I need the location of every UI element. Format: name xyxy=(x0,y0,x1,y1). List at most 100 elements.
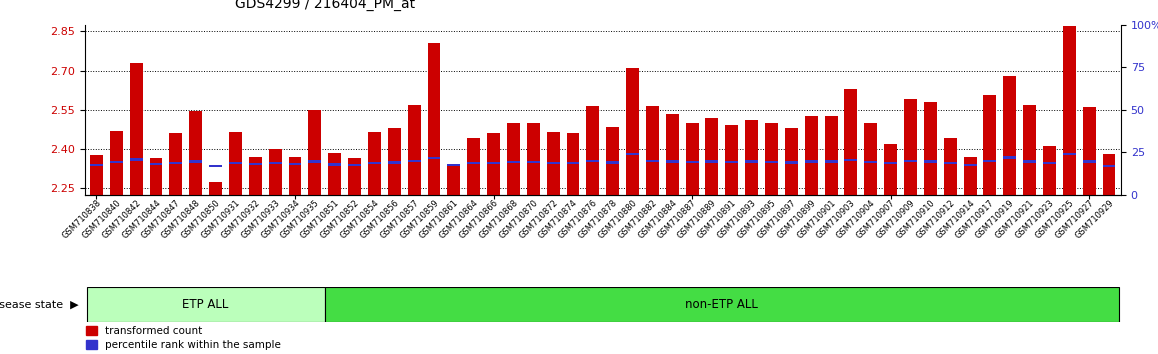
Text: GSM710912: GSM710912 xyxy=(915,198,957,240)
Text: GSM710921: GSM710921 xyxy=(994,198,1036,240)
Bar xyxy=(746,120,758,195)
Text: GSM710856: GSM710856 xyxy=(358,198,401,241)
Bar xyxy=(388,161,401,164)
Bar xyxy=(130,63,142,195)
Bar xyxy=(1024,104,1036,195)
Bar xyxy=(408,104,420,195)
Text: GSM710914: GSM710914 xyxy=(935,198,976,240)
Bar xyxy=(785,128,798,195)
Bar xyxy=(626,153,639,155)
Bar xyxy=(824,160,837,163)
Bar xyxy=(349,164,361,166)
Text: GSM710897: GSM710897 xyxy=(755,198,798,241)
Text: GSM710904: GSM710904 xyxy=(835,198,877,240)
Text: GSM710909: GSM710909 xyxy=(874,198,917,240)
Bar xyxy=(110,161,123,163)
Bar xyxy=(507,161,520,163)
Bar xyxy=(467,162,481,164)
Bar xyxy=(527,161,540,163)
Bar xyxy=(169,133,182,195)
Text: GSM710852: GSM710852 xyxy=(318,198,361,240)
Bar xyxy=(805,116,818,195)
Bar xyxy=(1003,76,1017,195)
Bar xyxy=(765,123,778,195)
Bar xyxy=(924,102,937,195)
Bar xyxy=(149,163,162,165)
Text: GSM710878: GSM710878 xyxy=(577,198,620,241)
Bar xyxy=(566,161,579,164)
Bar xyxy=(408,160,420,162)
Bar xyxy=(169,162,182,164)
Bar xyxy=(607,161,620,164)
Text: GSM710929: GSM710929 xyxy=(1073,198,1115,240)
Bar xyxy=(666,160,679,162)
Bar xyxy=(527,123,540,195)
Text: GSM710880: GSM710880 xyxy=(596,198,639,241)
Bar xyxy=(507,123,520,195)
Text: GSM710866: GSM710866 xyxy=(457,198,500,241)
Bar xyxy=(785,161,798,164)
Bar xyxy=(885,162,897,164)
Bar xyxy=(1063,153,1076,155)
Text: GSM710884: GSM710884 xyxy=(636,198,679,241)
Bar xyxy=(269,162,281,164)
Bar xyxy=(488,133,500,195)
Bar xyxy=(725,125,739,195)
Bar xyxy=(427,157,440,159)
Bar xyxy=(1063,26,1076,195)
Text: GSM710893: GSM710893 xyxy=(716,198,758,241)
Bar xyxy=(349,158,361,195)
Text: GSM710848: GSM710848 xyxy=(160,198,203,241)
Bar xyxy=(90,155,103,195)
Bar xyxy=(666,114,679,195)
Bar xyxy=(368,162,381,164)
Bar xyxy=(963,157,976,195)
Text: non-ETP ALL: non-ETP ALL xyxy=(686,298,758,311)
Bar xyxy=(269,149,281,195)
Text: GSM710923: GSM710923 xyxy=(1013,198,1056,240)
Bar xyxy=(249,163,262,165)
Bar xyxy=(904,160,917,162)
Bar xyxy=(308,160,321,162)
Bar xyxy=(308,110,321,195)
Bar xyxy=(944,162,957,164)
Text: GSM710870: GSM710870 xyxy=(497,198,540,241)
Bar xyxy=(547,161,559,164)
Bar xyxy=(324,287,1119,322)
Bar xyxy=(388,128,401,195)
Bar xyxy=(328,163,342,166)
Text: GSM710935: GSM710935 xyxy=(279,198,321,240)
Bar xyxy=(547,132,559,195)
Bar xyxy=(110,131,123,195)
Bar xyxy=(844,89,857,195)
Bar xyxy=(1003,156,1017,159)
Text: GSM710847: GSM710847 xyxy=(140,198,182,241)
Bar xyxy=(1083,107,1095,195)
Bar xyxy=(1024,160,1036,162)
Text: GSM710842: GSM710842 xyxy=(101,198,142,240)
Text: disease state  ▶: disease state ▶ xyxy=(0,299,79,309)
Text: GSM710838: GSM710838 xyxy=(60,198,103,241)
Bar xyxy=(686,161,698,163)
Bar xyxy=(130,158,142,161)
Text: GSM710932: GSM710932 xyxy=(219,198,262,240)
Text: GSM710872: GSM710872 xyxy=(518,198,559,241)
Bar xyxy=(626,68,639,195)
Bar xyxy=(288,157,301,195)
Bar xyxy=(368,132,381,195)
Bar xyxy=(566,133,579,195)
Legend: transformed count, percentile rank within the sample: transformed count, percentile rank withi… xyxy=(86,326,281,350)
Bar xyxy=(586,106,599,195)
Text: GSM710907: GSM710907 xyxy=(855,198,897,240)
Text: ETP ALL: ETP ALL xyxy=(183,298,229,311)
Text: GSM710859: GSM710859 xyxy=(398,198,440,240)
Bar xyxy=(249,157,262,195)
Bar xyxy=(229,161,242,164)
Text: GSM710910: GSM710910 xyxy=(894,198,937,240)
Text: GSM710876: GSM710876 xyxy=(557,198,599,241)
Bar xyxy=(983,160,996,162)
Bar xyxy=(1102,154,1115,195)
Text: GSM710868: GSM710868 xyxy=(477,198,520,241)
Bar xyxy=(824,116,837,195)
Text: GSM710864: GSM710864 xyxy=(438,198,481,241)
